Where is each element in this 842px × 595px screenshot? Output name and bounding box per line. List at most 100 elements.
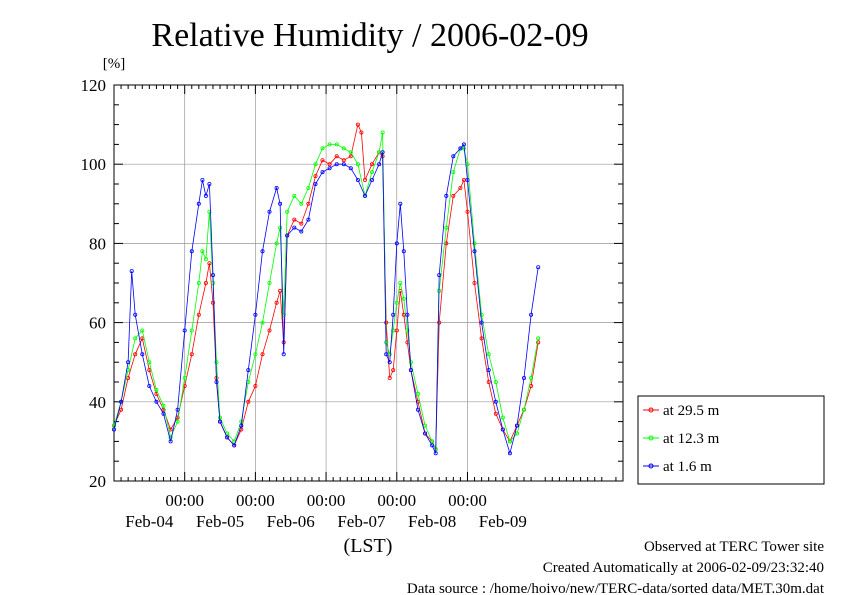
legend-item: at 29.5 m bbox=[643, 403, 720, 419]
data-point bbox=[253, 352, 258, 357]
data-point bbox=[168, 435, 173, 440]
data-point bbox=[260, 320, 265, 325]
data-point bbox=[278, 288, 283, 293]
axis-ticks bbox=[114, 84, 624, 482]
data-point bbox=[486, 379, 491, 384]
data-point bbox=[161, 407, 166, 412]
y-tick-label: 40 bbox=[89, 393, 106, 412]
data-point bbox=[423, 423, 428, 428]
data-point bbox=[320, 170, 325, 175]
data-point bbox=[529, 312, 534, 317]
data-point bbox=[348, 154, 353, 159]
data-point bbox=[327, 166, 332, 171]
data-point bbox=[334, 154, 339, 159]
x-axis-label: (LST) bbox=[344, 535, 393, 557]
data-point bbox=[493, 379, 498, 384]
data-point bbox=[458, 146, 463, 151]
legend-label: at 1.6 m bbox=[663, 459, 712, 475]
data-point bbox=[458, 185, 463, 190]
data-point bbox=[405, 312, 410, 317]
data-point bbox=[334, 162, 339, 167]
data-point bbox=[515, 423, 520, 428]
data-point bbox=[341, 162, 346, 167]
x-time-label: 00:00 bbox=[448, 491, 487, 510]
data-point bbox=[112, 423, 117, 428]
data-point bbox=[225, 435, 230, 440]
data-point bbox=[334, 142, 339, 147]
legend-box bbox=[637, 395, 825, 485]
data-point bbox=[196, 201, 201, 206]
data-point bbox=[126, 360, 131, 365]
data-point bbox=[384, 352, 389, 357]
data-point bbox=[507, 451, 512, 456]
data-point bbox=[196, 280, 201, 285]
data-point bbox=[274, 241, 279, 246]
data-point bbox=[327, 162, 332, 167]
data-point bbox=[239, 423, 244, 428]
data-point bbox=[210, 300, 215, 305]
data-point bbox=[203, 257, 208, 262]
data-point bbox=[285, 233, 290, 238]
data-point bbox=[479, 312, 484, 317]
footer-site: Observed at TERC Tower site bbox=[644, 539, 824, 555]
data-point bbox=[203, 193, 208, 198]
data-point bbox=[214, 360, 219, 365]
data-point bbox=[465, 209, 470, 214]
data-point bbox=[281, 352, 286, 357]
data-point bbox=[189, 352, 194, 357]
data-point bbox=[327, 142, 332, 147]
legend-swatch-marker bbox=[648, 407, 654, 413]
data-point bbox=[175, 419, 180, 424]
data-point bbox=[415, 391, 420, 396]
data-point bbox=[341, 146, 346, 151]
data-point bbox=[437, 273, 442, 278]
series-line bbox=[113, 132, 539, 450]
data-point bbox=[306, 217, 311, 222]
data-point bbox=[437, 320, 442, 325]
data-point bbox=[472, 241, 477, 246]
data-point bbox=[391, 312, 396, 317]
x-time-label: 00:00 bbox=[165, 491, 204, 510]
data-point bbox=[320, 146, 325, 151]
data-point bbox=[246, 399, 251, 404]
data-point bbox=[500, 427, 505, 432]
data-point bbox=[415, 407, 420, 412]
x-tick-labels: 00:00 00:00 00:00 00:00 00:00 Feb-04 Feb-05 Feb… bbox=[125, 491, 527, 531]
data-point bbox=[479, 336, 484, 341]
data-point bbox=[147, 383, 152, 388]
data-point bbox=[486, 352, 491, 357]
data-point bbox=[175, 407, 180, 412]
x-day-label: Feb-05 bbox=[196, 512, 244, 531]
data-point bbox=[451, 193, 456, 198]
data-point bbox=[292, 225, 297, 230]
data-point bbox=[246, 368, 251, 373]
data-point bbox=[472, 249, 477, 254]
data-point bbox=[320, 158, 325, 163]
data-point bbox=[292, 193, 297, 198]
x-time-label: 00:00 bbox=[377, 491, 416, 510]
data-point bbox=[362, 193, 367, 198]
data-point bbox=[292, 217, 297, 222]
data-point bbox=[133, 312, 138, 317]
data-point bbox=[313, 181, 318, 186]
x-time-label: 00:00 bbox=[307, 491, 346, 510]
data-point bbox=[341, 158, 346, 163]
x-time-label: 00:00 bbox=[236, 491, 275, 510]
y-tick-label: 80 bbox=[89, 234, 106, 253]
data-point bbox=[529, 375, 534, 380]
data-point bbox=[217, 419, 222, 424]
data-point bbox=[362, 177, 367, 182]
footer-source: Data source : /home/hoivo/new/TERC-data/… bbox=[407, 581, 825, 595]
y-tick-label: 100 bbox=[81, 155, 107, 174]
data-point bbox=[147, 368, 152, 373]
x-day-label: Feb-04 bbox=[125, 512, 174, 531]
data-point bbox=[196, 312, 201, 317]
data-point bbox=[430, 439, 435, 444]
data-point bbox=[369, 177, 374, 182]
data-point bbox=[140, 352, 145, 357]
plot-area bbox=[113, 84, 624, 482]
data-point bbox=[451, 170, 456, 175]
data-point bbox=[274, 185, 279, 190]
data-point bbox=[189, 328, 194, 333]
series-2 bbox=[112, 130, 541, 452]
